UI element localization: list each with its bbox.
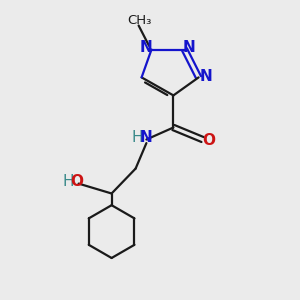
Text: H: H <box>131 130 142 145</box>
Text: H: H <box>62 174 74 189</box>
Text: N: N <box>200 69 212 84</box>
Text: O: O <box>70 174 84 189</box>
Text: N: N <box>140 40 152 55</box>
Text: N: N <box>183 40 195 55</box>
Text: N: N <box>140 130 152 145</box>
Text: O: O <box>202 133 216 148</box>
Text: CH₃: CH₃ <box>127 14 152 27</box>
